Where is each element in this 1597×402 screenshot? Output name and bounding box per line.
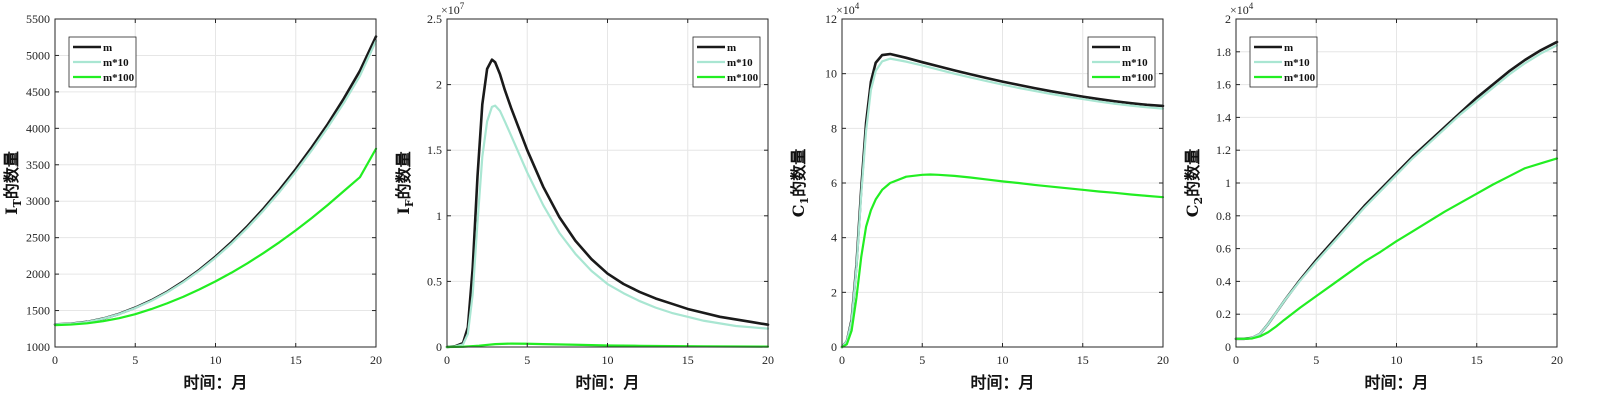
x-axis-label: 时间：月 <box>575 373 639 392</box>
y-axis-label: IF的数量 <box>394 151 416 214</box>
chart-panel-c1: 0 5 10 15 20 0 2 4 6 8 10 12×104 时间：月 C1的数量 m m*10 m*100 <box>789 1 1169 392</box>
legend-label-2: m*100 <box>1122 72 1154 84</box>
legend-label-0: m <box>1122 42 1131 54</box>
y-tick-label: 1500 <box>26 304 50 318</box>
legend-label-0: m <box>1284 42 1293 54</box>
y-tick-label: 1 <box>436 209 442 223</box>
x-tick-label: 15 <box>1077 353 1089 367</box>
x-tick-label: 0 <box>1233 353 1239 367</box>
y-axis-label: IT的数量 <box>2 151 24 215</box>
y-tick-label: 0 <box>1225 340 1231 354</box>
y-tick-label: 2 <box>436 78 442 92</box>
y-tick-label: 1 <box>1225 176 1231 190</box>
legend-label-1: m*10 <box>1122 57 1148 69</box>
y-tick-label: 0 <box>436 340 442 354</box>
series-line-1 <box>840 57 1165 349</box>
series-line-1 <box>1234 44 1559 340</box>
legend: m m*10 m*100 <box>1249 36 1318 88</box>
legend-label-2: m*100 <box>103 72 135 84</box>
x-tick-label: 10 <box>210 353 222 367</box>
y-tick-label: 10 <box>825 67 837 81</box>
y-axis-label: C1的数量 <box>789 149 811 217</box>
y-tick-label: 1.4 <box>1216 110 1231 124</box>
x-tick-label: 0 <box>444 353 450 367</box>
y-tick-label: 8 <box>831 121 837 135</box>
x-tick-label: 10 <box>1391 353 1403 367</box>
legend-label-1: m*10 <box>1284 57 1310 69</box>
y-tick-label: 0.6 <box>1216 242 1231 256</box>
legend-label-0: m <box>103 42 112 54</box>
y-tick-label: 0.4 <box>1216 274 1231 288</box>
y-tick-label: 5000 <box>26 48 50 62</box>
x-tick-label: 15 <box>1471 353 1483 367</box>
legend: m m*10 m*100 <box>68 36 137 88</box>
y-tick-label: 1000 <box>26 340 50 354</box>
axis-multiplier: ×107 <box>441 1 465 17</box>
x-axis-label: 时间：月 <box>1364 373 1428 392</box>
y-tick-label: 2500 <box>26 231 50 245</box>
x-tick-label: 20 <box>1551 353 1563 367</box>
x-tick-label: 0 <box>839 353 845 367</box>
y-tick-label: 1.5 <box>427 143 442 157</box>
y-tick-label: 1.2 <box>1216 143 1231 157</box>
y-tick-label: 2000 <box>26 267 50 281</box>
x-tick-label: 0 <box>52 353 58 367</box>
chart-panel-it: 0 5 10 15 20 1000 1500 2000 2500 3000 3500 4000 4500… <box>2 12 382 392</box>
x-axis-label: 时间：月 <box>970 373 1034 392</box>
y-tick-label: 0.5 <box>427 274 442 288</box>
x-tick-label: 20 <box>370 353 382 367</box>
legend-label-0: m <box>727 42 736 54</box>
y-tick-label: 6 <box>831 176 837 190</box>
legend: m m*10 m*100 <box>692 36 761 88</box>
series-line-2 <box>53 147 378 327</box>
y-tick-label: 4000 <box>26 121 50 135</box>
x-tick-label: 10 <box>602 353 614 367</box>
series-line-2 <box>840 173 1165 349</box>
x-tick-label: 20 <box>762 353 774 367</box>
y-axis-label: C2的数量 <box>1183 149 1205 217</box>
legend: m m*10 m*100 <box>1087 36 1156 88</box>
x-tick-label: 20 <box>1157 353 1169 367</box>
y-tick-label: 5500 <box>26 12 50 26</box>
y-tick-label: 2 <box>831 285 837 299</box>
x-tick-label: 15 <box>682 353 694 367</box>
x-axis-label: 时间：月 <box>183 373 247 392</box>
y-tick-label: 0 <box>831 340 837 354</box>
y-tick-label: 3000 <box>26 194 50 208</box>
y-tick-label: 0.2 <box>1216 307 1231 321</box>
series-line-1 <box>445 104 770 349</box>
x-tick-label: 10 <box>997 353 1009 367</box>
x-tick-label: 5 <box>1313 353 1319 367</box>
legend-label-2: m*100 <box>1284 72 1316 84</box>
axis-multiplier: ×104 <box>1230 1 1254 17</box>
y-tick-label: 1.6 <box>1216 78 1231 92</box>
x-tick-label: 5 <box>919 353 925 367</box>
y-tick-label: 0.8 <box>1216 209 1231 223</box>
series-line-1 <box>53 39 378 326</box>
y-tick-label: 2 <box>1225 12 1231 26</box>
series-line-2 <box>445 342 770 349</box>
y-tick-label: 4500 <box>26 85 50 99</box>
y-tick-label: 3500 <box>26 158 50 172</box>
chart-panel-if: 0 5 10 15 20 0 0.5 1 1.5 2 2.5×107 时间：月 IF的数量 m m*10 m*… <box>394 1 774 392</box>
axis-multiplier: ×104 <box>836 1 860 17</box>
y-tick-label: 4 <box>831 231 837 245</box>
y-tick-label: 1.8 <box>1216 45 1231 59</box>
series-line-2 <box>1234 157 1559 340</box>
x-tick-label: 5 <box>132 353 138 367</box>
x-tick-label: 15 <box>290 353 302 367</box>
chart-panel-c2: 0 5 10 15 20 0 0.2 0.4 0.6 0.8 1 1.2 1.4 1.6 1.8 2×104 时… <box>1183 1 1563 392</box>
y-tick-label: 2.5 <box>427 12 442 26</box>
legend-label-1: m*10 <box>103 57 129 69</box>
y-tick-label: 12 <box>825 12 837 26</box>
legend-label-1: m*10 <box>727 57 753 69</box>
x-tick-label: 5 <box>524 353 530 367</box>
legend-label-2: m*100 <box>727 72 759 84</box>
series-line-0 <box>445 58 770 349</box>
